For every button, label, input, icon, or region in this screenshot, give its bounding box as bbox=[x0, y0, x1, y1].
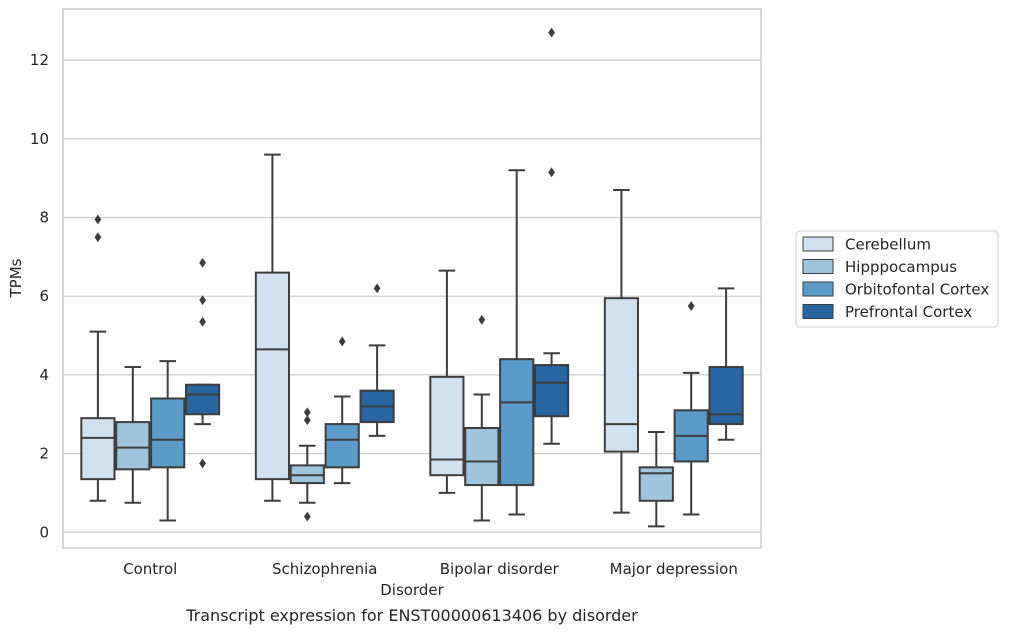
box-body bbox=[708, 366, 744, 426]
box-body bbox=[185, 383, 221, 416]
box-prefrontal-cortex bbox=[185, 257, 221, 469]
chart-caption: Transcript expression for ENST0000061340… bbox=[186, 606, 638, 625]
x-tick-label: Schizophrenia bbox=[272, 560, 377, 578]
legend-label: Cerebellum bbox=[845, 236, 931, 254]
legend-swatch bbox=[802, 304, 834, 319]
x-tick-label: Major depression bbox=[610, 560, 738, 578]
box-prefrontal-cortex bbox=[708, 287, 744, 441]
outlier-point bbox=[303, 407, 311, 418]
box-orbitofontal-cortex bbox=[673, 301, 709, 516]
outlier-point bbox=[199, 295, 206, 306]
y-tick-label: 6 bbox=[39, 287, 49, 305]
x-tick-label: Bipolar disorder bbox=[440, 560, 560, 578]
box-hipppocampus bbox=[115, 366, 151, 504]
box-body bbox=[603, 297, 639, 453]
legend-swatch bbox=[802, 281, 834, 297]
y-tick-label: 0 bbox=[39, 523, 49, 541]
outlier-point bbox=[94, 214, 102, 225]
box-hipppocampus bbox=[464, 314, 500, 522]
legend-label: Orbitofontal Cortex bbox=[845, 281, 989, 299]
x-tick-label: Control bbox=[123, 560, 177, 578]
outlier-point bbox=[338, 336, 346, 347]
box-orbitofontal-cortex bbox=[150, 360, 186, 522]
box-hipppocampus bbox=[289, 407, 325, 522]
plot-frame bbox=[62, 8, 762, 549]
box-body bbox=[324, 423, 360, 469]
legend-label: Prefrontal Cortex bbox=[845, 303, 972, 321]
outlier-point bbox=[199, 316, 206, 327]
y-axis-label: TPMs bbox=[7, 258, 25, 298]
legend-frame bbox=[795, 230, 999, 328]
box-plot-layer bbox=[80, 27, 744, 528]
outlier-point bbox=[303, 415, 311, 426]
box-prefrontal-cortex bbox=[359, 283, 395, 437]
outlier-point bbox=[303, 511, 311, 522]
box-body bbox=[499, 358, 535, 487]
y-tick-labels: 0 2 4 6 8 10 12 bbox=[30, 51, 49, 541]
box-body bbox=[254, 271, 290, 481]
box-cerebellum bbox=[254, 153, 290, 502]
y-tick-label: 10 bbox=[30, 130, 49, 148]
y-tick-label: 2 bbox=[39, 445, 49, 463]
box-body bbox=[464, 427, 500, 487]
y-tick-label: 12 bbox=[30, 51, 49, 69]
box-body bbox=[534, 364, 570, 418]
box-prefrontal-cortex bbox=[534, 27, 570, 445]
outlier-point bbox=[687, 301, 695, 311]
outlier-point bbox=[548, 27, 555, 38]
x-tick-labels: Control Schizophrenia Bipolar disorder Majo… bbox=[123, 560, 738, 578]
outlier-point bbox=[548, 167, 555, 178]
legend-swatch bbox=[802, 259, 834, 274]
box-orbitofontal-cortex bbox=[499, 169, 535, 516]
outlier-point bbox=[199, 257, 206, 268]
x-axis-label: Disorder bbox=[380, 581, 444, 599]
box-cerebellum bbox=[429, 269, 465, 494]
box-cerebellum bbox=[603, 188, 639, 514]
outlier-point bbox=[94, 232, 102, 243]
box-orbitofontal-cortex bbox=[324, 336, 360, 485]
box-body bbox=[115, 421, 151, 471]
legend-label: Hipppocampus bbox=[845, 258, 957, 276]
box-cerebellum bbox=[80, 214, 116, 502]
y-tick-label: 4 bbox=[39, 366, 49, 384]
legend-swatch bbox=[802, 236, 834, 252]
box-body bbox=[150, 397, 186, 469]
y-tick-label: 8 bbox=[39, 209, 49, 227]
outlier-point bbox=[478, 314, 486, 325]
outlier-point bbox=[199, 458, 206, 469]
legend: Cerebellum Hipppocampus Orbitofontal Corte… bbox=[795, 230, 999, 328]
box-hipppocampus bbox=[638, 430, 674, 528]
box-body bbox=[80, 417, 116, 481]
outlier-point bbox=[373, 283, 381, 294]
